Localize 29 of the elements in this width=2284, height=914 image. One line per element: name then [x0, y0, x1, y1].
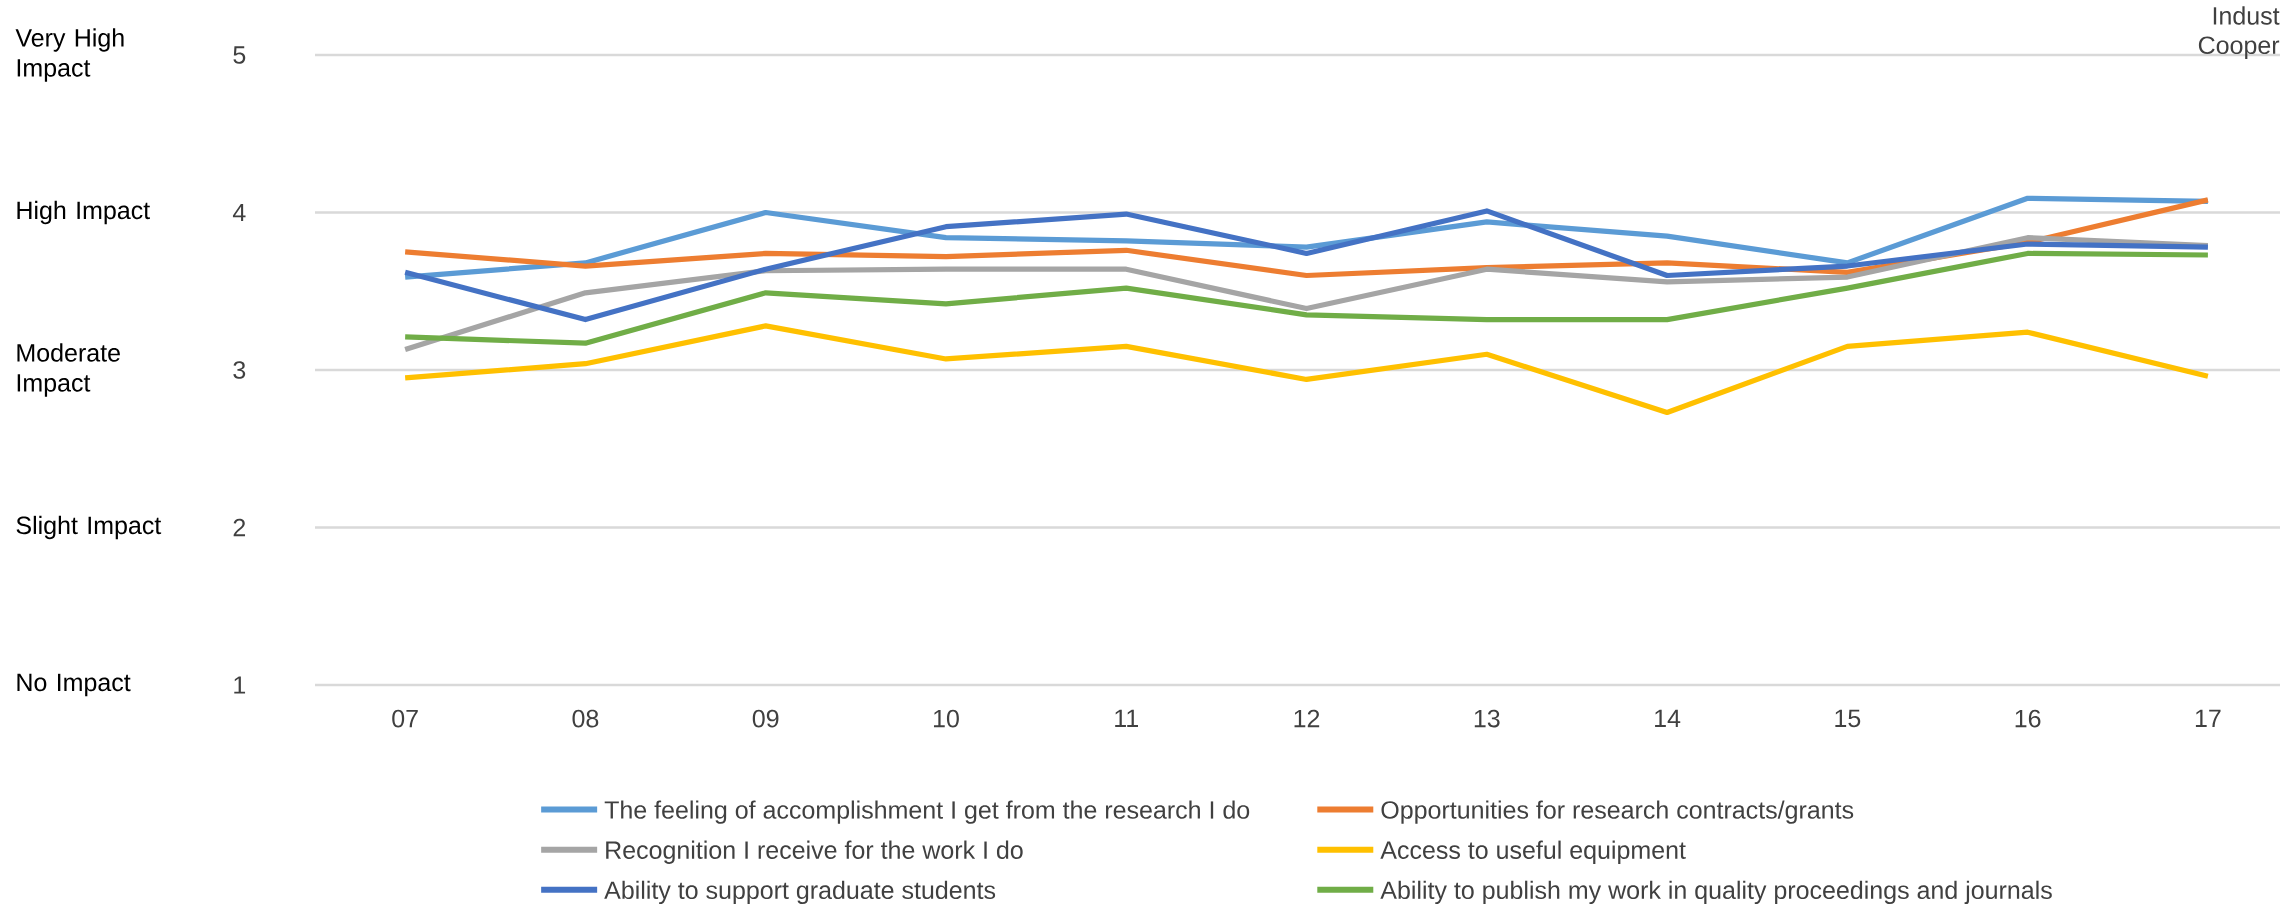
legend-label: Ability to publish my work in quality proceedings and journals	[1380, 880, 2052, 905]
x-tick-label: 07	[392, 709, 418, 728]
legend-label: Opportunities for research contracts/grants	[1381, 800, 1854, 824]
x-tick-label: 14	[1655, 709, 1681, 727]
y-tick-label: 1	[234, 676, 246, 694]
x-tick-label: 16	[2015, 709, 2041, 728]
text: No Impact	[17, 673, 131, 697]
legend-label: Recognition I receive for the work I do	[606, 840, 1023, 864]
text: High Impact	[17, 200, 150, 225]
x-tick-label: 13	[1474, 709, 1500, 728]
text: Slight Impact	[16, 515, 162, 540]
text: Moderate Impact	[17, 343, 120, 397]
x-tick-label: 08	[572, 709, 599, 728]
x-tick-label: 09	[752, 709, 779, 728]
x-tick-label: 12	[1294, 709, 1320, 728]
text: Very High Impact	[15, 28, 124, 82]
x-tick-label: 11	[1115, 709, 1138, 727]
x-tick-label: 15	[1835, 709, 1861, 728]
text: Indust	[2213, 6, 2280, 25]
legend-label: Access to useful equipment	[1380, 840, 1686, 864]
x-tick-label: 17	[2195, 709, 2221, 727]
legend-label: Ability to support graduate students	[604, 880, 996, 905]
y-tick-label: 2	[233, 518, 246, 537]
annotation: Cooper	[2198, 36, 2280, 60]
legend-label: The feeling of accomplishment I get from the research I do	[604, 800, 1250, 824]
x-tick-label: 10	[933, 709, 959, 728]
y-tick-label: 3	[233, 361, 246, 379]
y-tick-label: 5	[233, 46, 246, 64]
y-tick-label: 4	[232, 203, 246, 222]
